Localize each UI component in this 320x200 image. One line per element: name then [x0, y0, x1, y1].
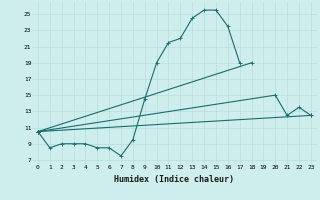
X-axis label: Humidex (Indice chaleur): Humidex (Indice chaleur): [115, 175, 234, 184]
